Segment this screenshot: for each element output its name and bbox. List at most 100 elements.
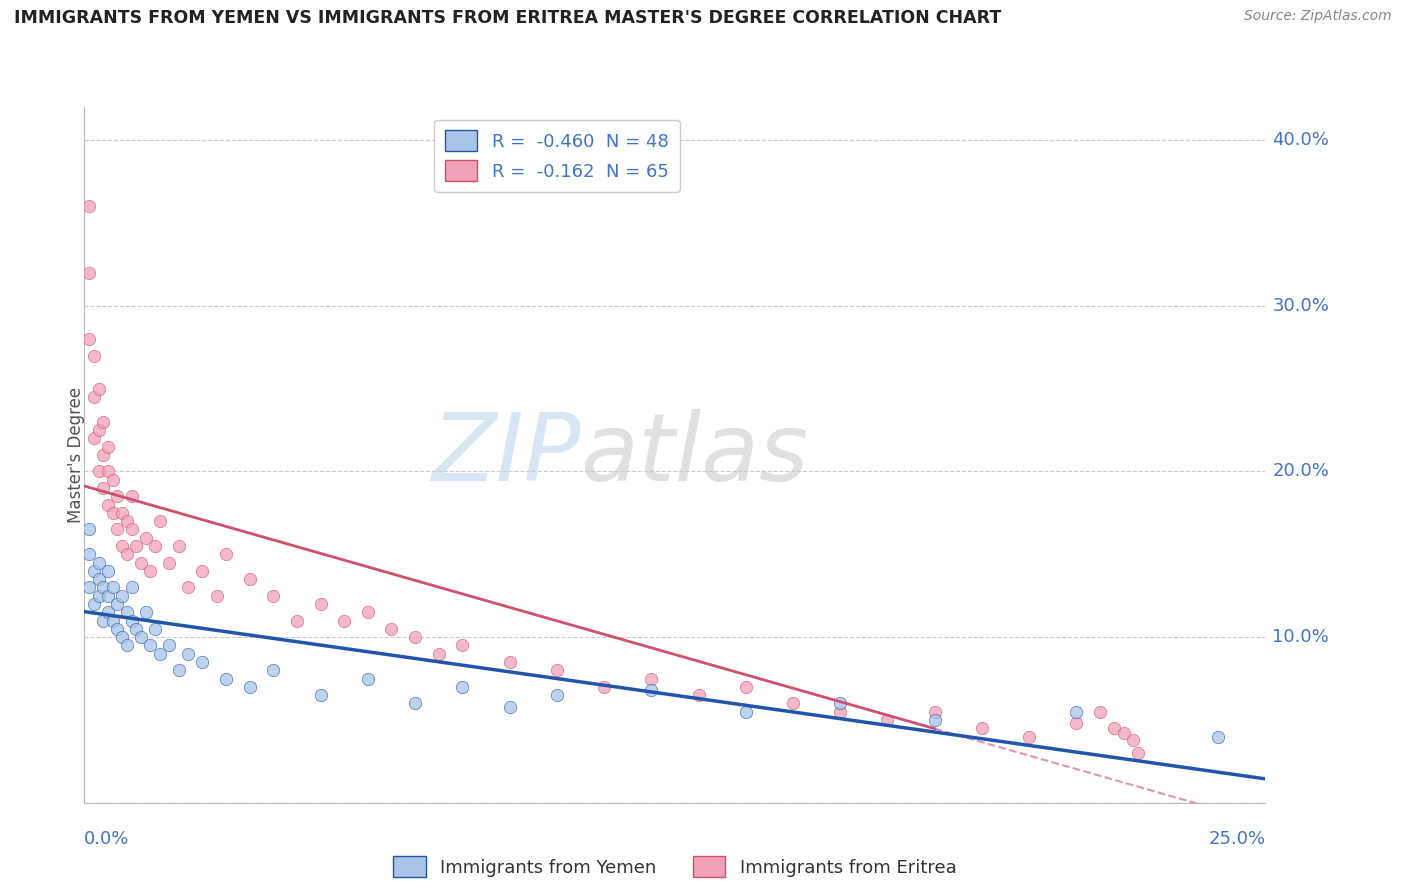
Point [91,614,114,628]
Point [121,614,143,628]
Point [83,390,105,404]
Point [782,697,804,711]
Text: 40.0%: 40.0% [1272,131,1329,149]
Point [191,655,214,669]
Point [357,672,380,686]
Point [498,655,520,669]
Point [101,506,124,520]
Point [924,705,946,719]
Point [115,639,138,653]
Point [149,514,172,528]
Point [640,672,662,686]
Point [404,697,426,711]
Text: Source: ZipAtlas.com: Source: ZipAtlas.com [1244,9,1392,23]
Point [107,489,129,503]
Point [135,531,157,545]
Point [115,514,138,528]
Point [1066,705,1088,719]
Point [1126,746,1149,760]
Point [205,589,228,603]
Point [546,688,568,702]
Point [87,572,110,586]
Point [924,713,946,727]
Point [91,481,114,495]
Point [77,199,100,213]
Point [91,415,114,429]
Point [97,589,120,603]
Point [83,431,105,445]
Point [167,663,190,677]
Point [830,705,852,719]
Point [640,683,662,698]
Point [77,523,100,537]
Point [357,605,380,619]
Point [121,581,143,595]
Point [143,622,166,636]
Legend: Immigrants from Yemen, Immigrants from Eritrea: Immigrants from Yemen, Immigrants from E… [387,849,963,884]
Text: 25.0%: 25.0% [1208,830,1265,847]
Point [309,597,332,611]
Point [157,556,180,570]
Point [1206,730,1229,744]
Point [404,630,426,644]
Point [87,423,110,437]
Point [111,506,134,520]
Point [688,688,710,702]
Point [309,688,332,702]
Point [115,547,138,561]
Point [215,672,238,686]
Point [111,630,134,644]
Point [262,589,284,603]
Point [970,721,993,735]
Point [830,697,852,711]
Point [77,266,100,280]
Point [107,622,129,636]
Point [97,440,120,454]
Point [129,556,152,570]
Point [1066,716,1088,731]
Point [139,639,162,653]
Point [87,589,110,603]
Point [129,630,152,644]
Point [139,564,162,578]
Point [111,539,134,553]
Text: IMMIGRANTS FROM YEMEN VS IMMIGRANTS FROM ERITREA MASTER'S DEGREE CORRELATION CHA: IMMIGRANTS FROM YEMEN VS IMMIGRANTS FROM… [14,9,1001,27]
Text: 10.0%: 10.0% [1272,628,1329,646]
Point [97,465,120,479]
Point [593,680,616,694]
Text: atlas: atlas [581,409,808,500]
Point [87,465,110,479]
Point [177,581,200,595]
Point [191,564,214,578]
Point [97,605,120,619]
Point [734,680,756,694]
Point [380,622,402,636]
Point [1122,732,1144,747]
Point [149,647,172,661]
Point [83,349,105,363]
Point [285,614,308,628]
Point [91,448,114,462]
Text: 20.0%: 20.0% [1272,462,1329,481]
Text: 0.0%: 0.0% [84,830,129,847]
Point [1018,730,1040,744]
Point [115,605,138,619]
Point [215,547,238,561]
Point [77,581,100,595]
Point [97,564,120,578]
Y-axis label: Master's Degree: Master's Degree [67,387,84,523]
Point [1088,705,1111,719]
Point [451,639,474,653]
Point [107,597,129,611]
Point [157,639,180,653]
Point [333,614,356,628]
Point [101,473,124,487]
Point [177,647,200,661]
Point [451,680,474,694]
Point [498,699,520,714]
Point [101,581,124,595]
Point [77,332,100,346]
Point [167,539,190,553]
Point [427,647,450,661]
Point [111,589,134,603]
